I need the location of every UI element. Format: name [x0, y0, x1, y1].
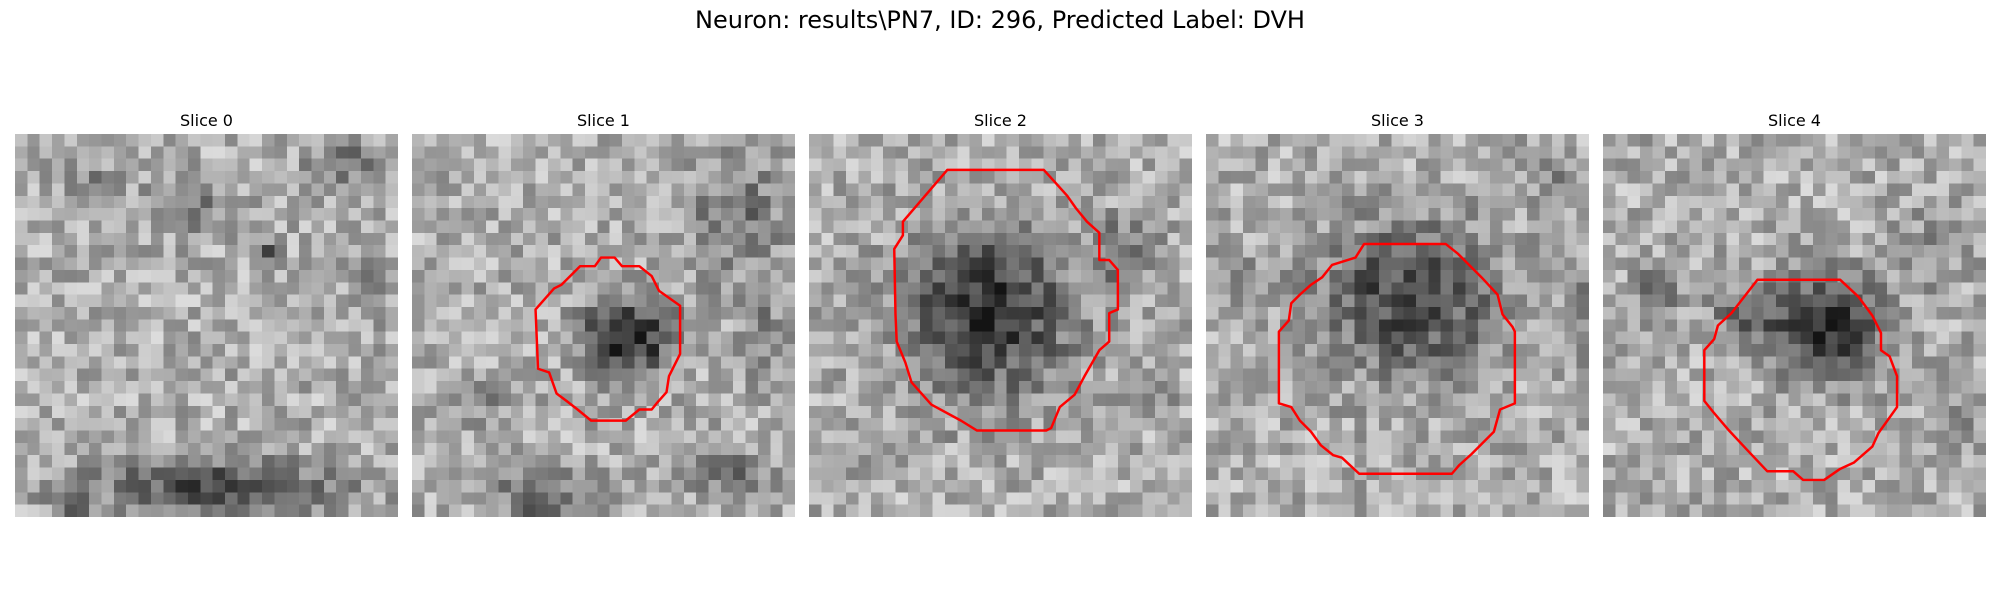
grayscale-pixels	[1206, 134, 1589, 517]
slice-title: Slice 4	[1768, 111, 1821, 130]
slice-image	[1603, 134, 1986, 517]
slice-panel-3: Slice 3	[1206, 108, 1589, 517]
slice-panel-1: Slice 1	[412, 108, 795, 517]
slice-image	[15, 134, 398, 517]
slice-panel-4: Slice 4	[1603, 108, 1986, 517]
grayscale-pixels	[412, 134, 795, 517]
figure-title: Neuron: results\PN7, ID: 296, Predicted …	[695, 6, 1305, 34]
slice-image	[412, 134, 795, 517]
neuron-contour	[1277, 242, 1517, 475]
slice-image	[809, 134, 1192, 517]
neuron-contour	[1703, 278, 1899, 482]
slice-panel-0: Slice 0	[15, 108, 398, 517]
slice-image	[1206, 134, 1589, 517]
slice-panel-2: Slice 2	[809, 108, 1192, 517]
grayscale-pixels	[15, 134, 398, 517]
slice-title: Slice 1	[577, 111, 630, 130]
slice-title: Slice 2	[974, 111, 1027, 130]
grayscale-pixels	[809, 134, 1192, 517]
neuron-contour	[893, 168, 1120, 432]
grayscale-pixels	[1603, 134, 1986, 517]
slice-title: Slice 3	[1371, 111, 1424, 130]
neuron-contour	[534, 256, 682, 422]
slice-title: Slice 0	[180, 111, 233, 130]
